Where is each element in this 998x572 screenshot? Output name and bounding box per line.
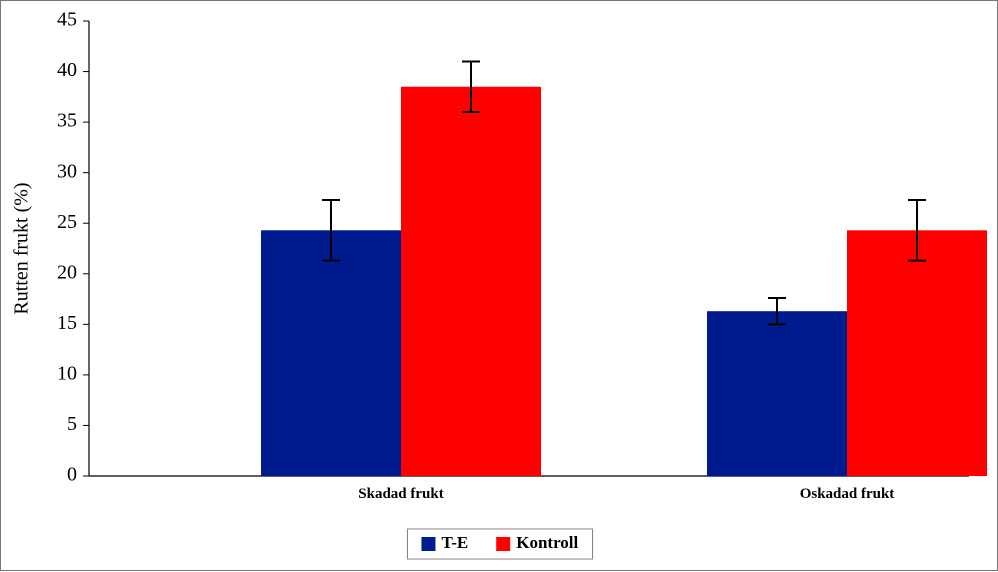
bar-te [707, 311, 847, 476]
y-tick-label: 45 [57, 9, 77, 31]
legend-swatch [496, 537, 510, 551]
bar-chart: 0 5 10 15 20 25 30 35 40 45 Rutten frukt (%) Skadad… [1, 1, 998, 572]
y-tick-label: 0 [67, 464, 77, 486]
bar-kontroll [401, 87, 541, 476]
y-tick-label: 10 [57, 362, 77, 384]
x-category-label: Oskadad frukt [800, 486, 895, 502]
y-axis-label: Rutten frukt (%) [11, 182, 33, 314]
x-category-label: Skadad frukt [358, 486, 443, 502]
y-tick-label: 30 [57, 160, 77, 182]
y-tick-label: 25 [57, 211, 77, 233]
y-tick-label: 15 [57, 312, 77, 334]
bar-kontroll [847, 230, 987, 476]
y-tick-label: 5 [67, 413, 77, 435]
y-tick-label: 20 [57, 261, 77, 283]
chart-frame: 0 5 10 15 20 25 30 35 40 45 Rutten frukt (%) Skadad… [0, 0, 998, 571]
legend-swatch [421, 537, 435, 551]
bar-te [261, 230, 401, 476]
legend: T-E Kontroll [407, 529, 592, 559]
y-tick-label: 35 [57, 110, 77, 132]
legend-label: T-E [441, 533, 468, 552]
legend-label: Kontroll [516, 533, 578, 552]
y-tick-label: 40 [57, 59, 77, 81]
